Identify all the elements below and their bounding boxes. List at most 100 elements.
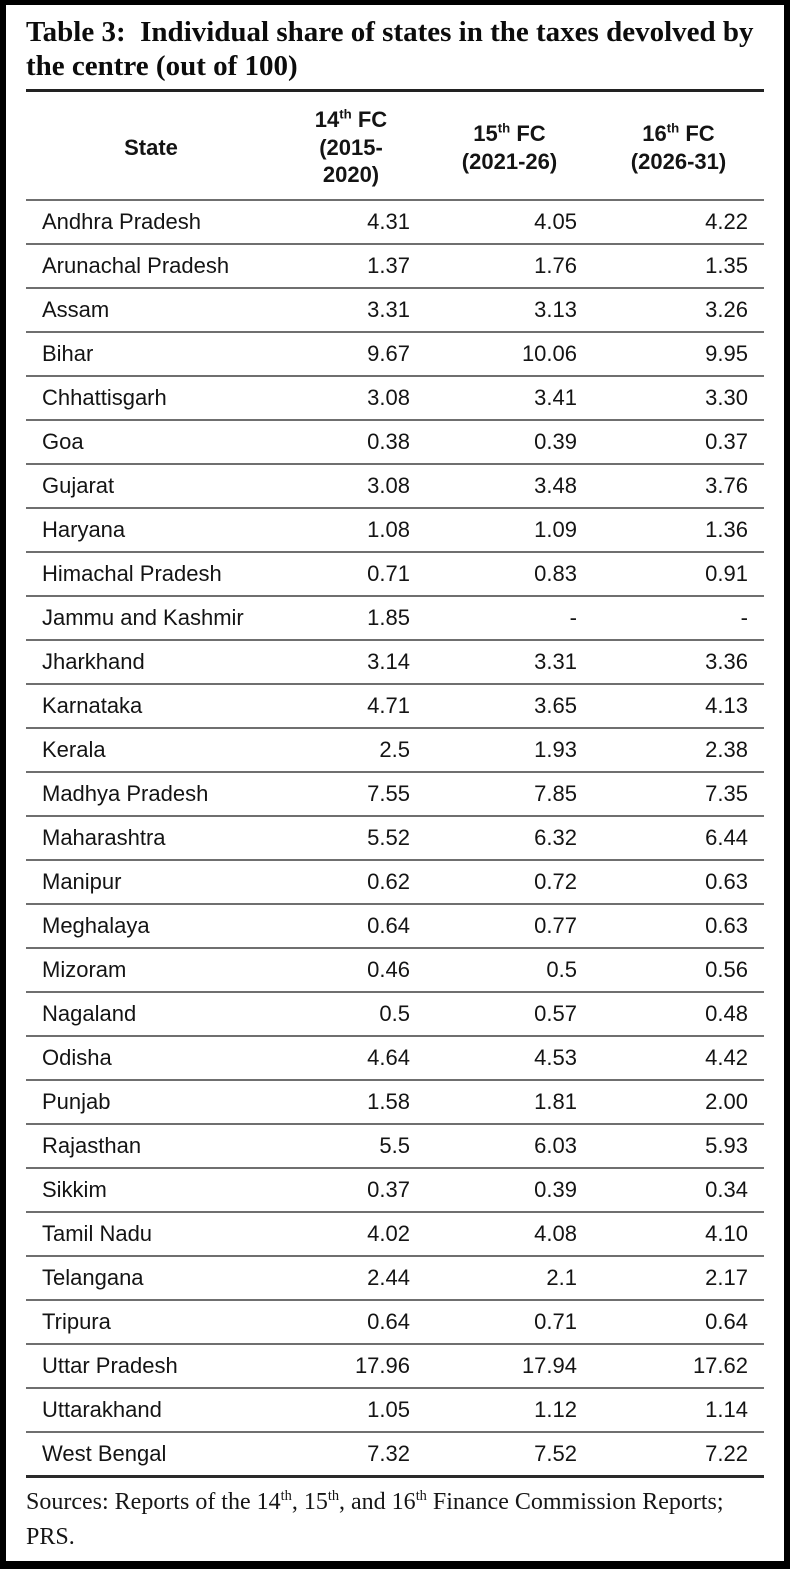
fc16-ordinal-sup: th: [666, 120, 680, 136]
fc16-cell: 2.17: [593, 1255, 764, 1301]
fc14-cell: 5.5: [276, 1123, 426, 1169]
fc14-cell: 7.55: [276, 771, 426, 817]
fc14-cell: 0.5: [276, 991, 426, 1037]
sources-note: Sources: Reports of the 14th, 15th, and …: [26, 1485, 764, 1555]
fc14-cell: 3.08: [276, 463, 426, 509]
sources-sup2: th: [327, 1487, 340, 1504]
fc15-cell: 1.93: [426, 727, 593, 773]
table-row: West Bengal 7.32 7.52 7.22: [26, 1431, 764, 1478]
table-row: Maharashtra 5.52 6.32 6.44: [26, 815, 764, 861]
fc16-cell: 17.62: [593, 1343, 764, 1389]
fc14-cell: 0.71: [276, 551, 426, 597]
fc15-cell: 0.77: [426, 903, 593, 949]
fc16-cell: 1.14: [593, 1387, 764, 1433]
fc14-cell: 1.58: [276, 1079, 426, 1125]
table-row: Odisha 4.64 4.53 4.42: [26, 1035, 764, 1081]
fc15-cell: 0.39: [426, 1167, 593, 1213]
fc14-cell: 3.08: [276, 375, 426, 421]
table-row: Mizoram 0.46 0.5 0.56: [26, 947, 764, 993]
state-cell: Karnataka: [26, 683, 276, 729]
fc16-cell: 7.35: [593, 771, 764, 817]
state-cell: Gujarat: [26, 463, 276, 509]
table-row: Jharkhand 3.14 3.31 3.36: [26, 639, 764, 685]
fc14-cell: 4.02: [276, 1211, 426, 1257]
column-header-fc15: 15th FC (2021-26): [426, 92, 593, 201]
fc14-cell: 1.05: [276, 1387, 426, 1433]
table-row: Jammu and Kashmir 1.85 - -: [26, 595, 764, 641]
state-cell: Uttar Pradesh: [26, 1343, 276, 1389]
sources-sup1: th: [280, 1487, 292, 1504]
table-body: Andhra Pradesh 4.31 4.05 4.22 Arunachal …: [26, 199, 764, 1478]
fc15-ordinal-sup: th: [497, 120, 511, 136]
fc16-cell: 4.22: [593, 199, 764, 245]
sources-text-part4: Finance Commission Reports;: [426, 1488, 724, 1515]
fc16-cell: 0.63: [593, 859, 764, 905]
fc14-header-line3: 2020): [322, 162, 380, 188]
state-cell: Rajasthan: [26, 1123, 276, 1169]
table-row: Nagaland 0.5 0.57 0.48: [26, 991, 764, 1037]
table-row: Kerala 2.5 1.93 2.38: [26, 727, 764, 773]
state-cell: Meghalaya: [26, 903, 276, 949]
fc15-cell: 1.09: [426, 507, 593, 553]
state-cell: Bihar: [26, 331, 276, 377]
fc16-cell: 6.44: [593, 815, 764, 861]
fc15-cell: 0.39: [426, 419, 593, 465]
sources-text-part1: Sources: Reports of the 14: [26, 1488, 281, 1515]
fc15-header-line2: (2021-26): [461, 148, 558, 174]
fc15-cell: 0.71: [426, 1299, 593, 1345]
fc14-header-line2: (2015-: [319, 134, 383, 160]
fc15-cell: 6.03: [426, 1123, 593, 1169]
state-cell: Chhattisgarh: [26, 375, 276, 421]
fc16-cell: 5.93: [593, 1123, 764, 1169]
fc14-cell: 2.5: [276, 727, 426, 773]
fc16-cell: 0.48: [593, 991, 764, 1037]
fc14-cell: 4.31: [276, 199, 426, 245]
fc15-cell: 0.72: [426, 859, 593, 905]
sources-line2: PRS.: [26, 1523, 75, 1550]
fc16-cell: 0.64: [593, 1299, 764, 1345]
fc14-cell: 0.64: [276, 903, 426, 949]
fc16-cell: 9.95: [593, 331, 764, 377]
table-row: Chhattisgarh 3.08 3.41 3.30: [26, 375, 764, 421]
state-cell: Tamil Nadu: [26, 1211, 276, 1257]
table-row: Uttarakhand 1.05 1.12 1.14: [26, 1387, 764, 1433]
state-cell: Odisha: [26, 1035, 276, 1081]
fc16-cell: 0.63: [593, 903, 764, 949]
table-row: Bihar 9.67 10.06 9.95: [26, 331, 764, 377]
table-row: Uttar Pradesh 17.96 17.94 17.62: [26, 1343, 764, 1389]
fc14-cell: 0.62: [276, 859, 426, 905]
state-cell: Assam: [26, 287, 276, 333]
fc16-cell: 4.13: [593, 683, 764, 729]
header-row: State 14th FC (2015- 2020) 15th FC (2021…: [26, 92, 764, 201]
fc15-cell: 10.06: [426, 331, 593, 377]
fc14-cell: 1.85: [276, 595, 426, 641]
table-row: Arunachal Pradesh 1.37 1.76 1.35: [26, 243, 764, 289]
table-row: Sikkim 0.37 0.39 0.34: [26, 1167, 764, 1213]
title-underline: [26, 89, 764, 93]
column-header-fc14: 14th FC (2015- 2020): [276, 92, 426, 201]
fc16-cell: 1.35: [593, 243, 764, 289]
fc16-cell: 2.00: [593, 1079, 764, 1125]
fc16-cell: 4.10: [593, 1211, 764, 1257]
fc14-cell: 0.37: [276, 1167, 426, 1213]
states-share-table: State 14th FC (2015- 2020) 15th FC (2021…: [26, 92, 764, 1478]
fc15-cell: 4.05: [426, 199, 593, 245]
state-cell: Haryana: [26, 507, 276, 553]
state-cell: Maharashtra: [26, 815, 276, 861]
state-cell: Telangana: [26, 1255, 276, 1301]
fc14-cell: 0.38: [276, 419, 426, 465]
table-frame: Table 3: Individual share of states in t…: [6, 5, 784, 1555]
state-cell: Madhya Pradesh: [26, 771, 276, 817]
state-cell: Jammu and Kashmir: [26, 595, 276, 641]
fc14-cell: 17.96: [276, 1343, 426, 1389]
fc14-cell: 3.31: [276, 287, 426, 333]
state-cell: Goa: [26, 419, 276, 465]
table-row: Madhya Pradesh 7.55 7.85 7.35: [26, 771, 764, 817]
fc15-header-line1: 15th FC: [473, 120, 546, 147]
fc15-cell: 3.48: [426, 463, 593, 509]
fc16-cell: 1.36: [593, 507, 764, 553]
state-cell: Kerala: [26, 727, 276, 773]
fc16-cell: 3.26: [593, 287, 764, 333]
fc15-cell: 4.53: [426, 1035, 593, 1081]
table-row: Meghalaya 0.64 0.77 0.63: [26, 903, 764, 949]
